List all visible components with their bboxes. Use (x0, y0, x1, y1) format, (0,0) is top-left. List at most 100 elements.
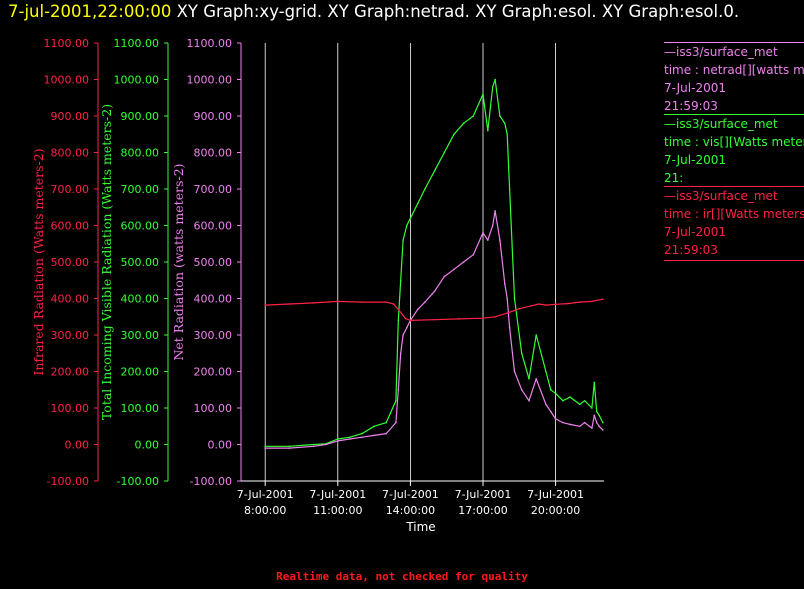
series-ir-point (404, 317, 407, 320)
x-tick-date: 7-Jul-2001 (527, 488, 584, 501)
series-netrad-point (373, 434, 375, 437)
series-netrad-point (513, 370, 516, 373)
series-vis-point (361, 432, 363, 435)
net-tick-label: 300.00 (194, 329, 233, 342)
series-ir-point (337, 300, 339, 303)
net-axis-title: Net Radiation (watts meters-2) (171, 163, 186, 360)
series-vis-point (443, 151, 446, 154)
series-ir-point (409, 319, 412, 322)
visible-tick-label: 800.00 (121, 147, 160, 160)
series-netrad-point (324, 443, 327, 446)
series-vis-point (472, 115, 475, 117)
legend-entry-netrad: —iss3/surface_met time : netrad[][watts … (664, 42, 804, 115)
series-vis-point (591, 407, 593, 409)
series-ir-point (566, 302, 569, 305)
series-netrad-point (395, 421, 397, 424)
visible-tick-label: 300.00 (121, 329, 160, 342)
net-tick-label: 700.00 (194, 183, 233, 196)
net-tick-label: 500.00 (194, 256, 233, 269)
legend-separator (664, 114, 804, 115)
series-ir-point (312, 302, 315, 304)
series-ir-point (518, 307, 521, 310)
series-vis-point (337, 438, 339, 440)
legend-variable: time : netrad[][watts meters-2] (664, 63, 804, 77)
visible-tick-label: 1000.00 (114, 74, 160, 87)
series-netrad-point (406, 326, 408, 329)
series-netrad-point (385, 432, 388, 435)
net-tick-label: 900.00 (194, 110, 233, 123)
x-tick-time: 11:00:00 (313, 504, 362, 517)
series-vis-point (499, 115, 501, 117)
infrared-tick-label: 700.00 (51, 183, 90, 196)
series-netrad-point (598, 425, 600, 428)
infrared-tick-label: 400.00 (51, 293, 90, 306)
infrared-tick-label: 0.00 (65, 439, 90, 452)
net-tick-label: 600.00 (194, 220, 233, 233)
series-netrad-point (504, 283, 506, 285)
series-netrad-point (443, 275, 446, 278)
legend-separator (664, 186, 804, 187)
infrared-tick-label: 100.00 (51, 402, 90, 415)
series-ir-point (494, 316, 496, 318)
title-graph-list: XY Graph:xy-grid. XY Graph:netrad. XY Gr… (171, 2, 739, 21)
series-netrad-point (535, 378, 537, 380)
series-ir-point (288, 303, 291, 305)
legend-source: —iss3/surface_met (664, 45, 778, 59)
infrared-tick-label: 1100.00 (44, 37, 90, 50)
legend-date: 7-Jul-2001 (664, 225, 726, 239)
infrared-tick-label: -100.00 (47, 475, 89, 488)
series-vis-point (593, 381, 596, 384)
series-ir-point (537, 303, 540, 305)
series-vis-point (535, 334, 537, 336)
series-netrad-point (545, 403, 547, 406)
title-timestamp: 7-jul-2001,22:00:00 (8, 2, 172, 21)
series-ir-point (554, 303, 557, 306)
axes: -100.00 0.00 100.00 200.00 300.00 400.00 500.0… (31, 37, 604, 534)
title-bar: 7-jul-2001,22:00:00 XY Graph:xy-grid. XY… (8, 2, 739, 21)
series-vis-line (265, 78, 604, 447)
x-tick-date: 7-Jul-2001 (309, 488, 366, 501)
series-vis-point (595, 410, 598, 413)
series-netrad-point (595, 421, 598, 424)
series-netrad-point (499, 239, 501, 241)
visible-tick-label: 1100.00 (114, 37, 160, 50)
infrared-axis-title: Infrared Radiation (Watts meters-2) (31, 148, 46, 375)
series-netrad-point (487, 239, 489, 241)
series-netrad-point (361, 436, 363, 439)
series-vis-point (424, 188, 426, 190)
series-netrad-point (491, 224, 494, 227)
series-vis-point (373, 425, 375, 428)
series-vis-point (583, 399, 586, 402)
series-netrad-point (591, 427, 593, 429)
legend-entry-vis: —iss3/surface_met time : vis[][Watts met… (664, 114, 804, 187)
series-netrad-point (424, 301, 426, 303)
series-vis-point (397, 319, 400, 322)
series-netrad-point (593, 414, 596, 417)
series-vis-point (504, 122, 506, 125)
series-group (264, 78, 604, 449)
series-ir-point (530, 305, 533, 307)
series-netrad-point (520, 389, 523, 391)
net-tick-label: 800.00 (194, 147, 233, 160)
x-tick-time: 17:00:00 (458, 504, 507, 517)
infrared-tick-label: 600.00 (51, 220, 90, 233)
series-netrad-point (569, 423, 571, 426)
visible-tick-label: 900.00 (121, 110, 160, 123)
legend-time: 21:59:03 (664, 99, 718, 113)
visible-tick-label: 700.00 (121, 183, 160, 196)
net-tick-label: 1100.00 (187, 37, 233, 50)
series-netrad-point (528, 399, 530, 402)
series-ir-line (265, 298, 603, 321)
legend-variable: time : ir[][Watts meters-2] (664, 207, 804, 221)
series-vis-point (433, 170, 436, 172)
series-ir-point (361, 301, 363, 303)
series-vis-point (520, 352, 523, 355)
series-netrad-point (264, 447, 267, 449)
x-axis-title: Time (405, 520, 435, 534)
series-vis-point (528, 378, 530, 380)
series-vis-point (487, 129, 489, 132)
series-netrad-point (312, 445, 315, 448)
x-tick-date: 7-Jul-2001 (382, 488, 439, 501)
net-tick-label: -100.00 (190, 475, 232, 488)
